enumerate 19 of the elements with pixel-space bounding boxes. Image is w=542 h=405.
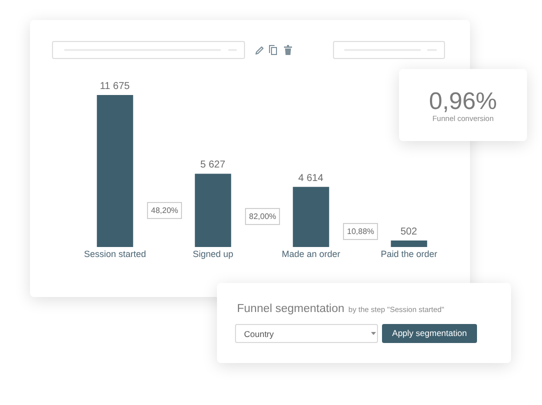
bar <box>194 174 232 247</box>
x-tick-label: Paid the order <box>380 249 438 259</box>
bar <box>292 186 330 247</box>
annotation: 0,96% <box>428 88 498 116</box>
bar <box>96 95 134 247</box>
data-label: 11 675 <box>100 81 130 92</box>
annotation: 10,88% <box>347 227 374 236</box>
dropdown: Country <box>235 324 378 343</box>
data-label: 4 614 <box>298 172 324 184</box>
x-tick-label: Session started <box>84 249 146 259</box>
x-tick-label: Signed up <box>192 249 234 259</box>
text: Funnel segmentation <box>237 303 344 315</box>
annotation: 82,00% <box>249 212 276 221</box>
data-label: 502 <box>400 226 418 238</box>
button: Apply segmentation <box>382 324 477 343</box>
x-tick-label: Made an order <box>282 249 340 259</box>
bar <box>390 240 428 247</box>
data-label: 5 627 <box>200 160 226 171</box>
annotation: 48,20% <box>151 206 178 215</box>
